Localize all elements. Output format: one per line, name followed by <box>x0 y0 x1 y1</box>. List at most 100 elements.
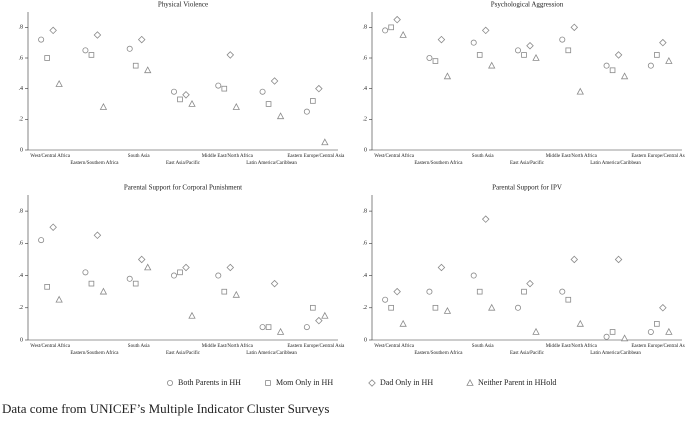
marker-circle <box>38 237 45 244</box>
marker-triangle <box>488 303 496 311</box>
y-tick-label: .8 <box>363 208 368 214</box>
series <box>38 36 310 115</box>
marker-square <box>432 304 439 311</box>
marker-square <box>132 62 139 69</box>
marker-triangle <box>188 99 196 107</box>
y-tick-label: .6 <box>363 241 368 247</box>
x-tick-label: Eastern Europe/Central Asia <box>287 344 345 349</box>
marker-diamond <box>182 263 190 272</box>
marker-square <box>44 55 50 61</box>
x-tick-label: East Asia/Pacific <box>510 161 545 166</box>
marker-diamond <box>315 84 323 93</box>
marker-circle <box>426 288 433 295</box>
x-tick-label: Eastern/Southern Africa <box>414 351 463 356</box>
marker-triangle <box>144 66 152 74</box>
marker-triangle <box>665 327 673 335</box>
x-tick-label: West/Central Africa <box>30 154 71 159</box>
series <box>388 288 660 335</box>
marker-square <box>44 284 50 290</box>
marker-diamond <box>659 304 667 312</box>
x-tick-label: East Asia/Pacific <box>510 351 545 356</box>
x-tick-label: Latin America/Caribbean <box>246 351 297 356</box>
marker-circle <box>647 62 654 69</box>
legend-label: Mom Only in HH <box>276 378 333 387</box>
y-tick-label: .6 <box>19 241 24 247</box>
x-tick-label: Middle East/North Africa <box>202 154 254 159</box>
y-tick-label: .8 <box>363 25 368 31</box>
panel-title: Parental Support for Corporal Punishment <box>124 184 242 192</box>
marker-circle <box>215 82 222 89</box>
marker-diamond <box>137 35 146 44</box>
marker-diamond <box>270 279 279 288</box>
x-tick-label: South Asia <box>128 154 151 159</box>
caption: Data come from UNICEF’s Multiple Indicat… <box>2 401 329 416</box>
y-tick-label: .6 <box>19 55 24 61</box>
marker-circle <box>603 62 610 69</box>
panel-title: Psychological Aggression <box>491 1 564 9</box>
x-tick-label: Latin America/Caribbean <box>590 351 641 356</box>
x-tick-label: Eastern/Southern Africa <box>70 351 119 356</box>
marker-circle <box>603 333 610 340</box>
y-tick-label: .4 <box>363 86 368 92</box>
marker-triangle <box>532 327 540 335</box>
x-tick-label: Latin America/Caribbean <box>246 161 297 166</box>
x-tick-label: West/Central Africa <box>374 154 415 159</box>
marker-square <box>654 52 660 58</box>
marker-circle <box>470 39 477 46</box>
marker-diamond <box>93 231 102 240</box>
x-tick-label: Latin America/Caribbean <box>590 161 641 166</box>
marker-circle <box>170 88 177 95</box>
marker-square <box>177 96 183 103</box>
marker-square <box>88 280 95 287</box>
x-tick-label: Eastern Europe/Central Asia <box>287 154 345 159</box>
marker-triangle <box>443 306 452 314</box>
marker-diamond <box>481 26 490 35</box>
marker-triangle <box>99 103 108 110</box>
x-tick-label: Eastern Europe/Central Asia <box>631 154 685 159</box>
marker-circle <box>515 47 522 54</box>
marker-triangle <box>399 319 407 327</box>
series <box>44 269 316 330</box>
marker-circle <box>559 36 566 43</box>
marker-square <box>265 101 272 107</box>
x-tick-label: Eastern Europe/Central Asia <box>631 344 685 349</box>
marker-diamond <box>659 38 667 47</box>
marker-square <box>265 324 272 330</box>
marker-circle <box>426 55 433 62</box>
marker-triangle <box>188 311 196 319</box>
marker-square <box>310 98 316 104</box>
marker-square <box>609 67 616 74</box>
marker-square <box>609 329 616 335</box>
marker-diamond <box>315 316 323 325</box>
marker-diamond <box>570 255 579 264</box>
marker-diamond <box>93 31 102 39</box>
series <box>393 15 667 59</box>
marker-triangle <box>55 295 63 303</box>
series <box>399 30 673 95</box>
marker-circle <box>38 36 45 43</box>
marker-diamond <box>526 41 534 50</box>
y-tick-label: .2 <box>363 117 368 123</box>
y-tick-label: 0 <box>364 337 367 343</box>
marker-triangle <box>99 287 108 295</box>
marker-triangle <box>399 30 407 38</box>
marker-circle <box>303 108 310 115</box>
marker-diamond <box>437 263 446 272</box>
y-tick-label: .4 <box>19 86 24 92</box>
y-tick-label: 0 <box>364 147 367 153</box>
marker-triangle <box>55 80 63 87</box>
marker-triangle <box>144 263 152 271</box>
marker-triangle <box>620 334 629 342</box>
series <box>382 272 654 340</box>
marker-triangle <box>321 311 329 319</box>
legend-label: Dad Only in HH <box>380 378 433 387</box>
marker-circle <box>515 304 522 311</box>
legend-label: Both Parents in HH <box>178 378 241 387</box>
y-tick-label: 0 <box>20 337 23 343</box>
marker-diamond <box>570 23 579 32</box>
marker-square <box>388 24 394 31</box>
marker-circle <box>382 27 389 34</box>
series <box>38 237 310 331</box>
x-tick-label: West/Central Africa <box>374 344 415 349</box>
marker-square <box>521 288 527 295</box>
